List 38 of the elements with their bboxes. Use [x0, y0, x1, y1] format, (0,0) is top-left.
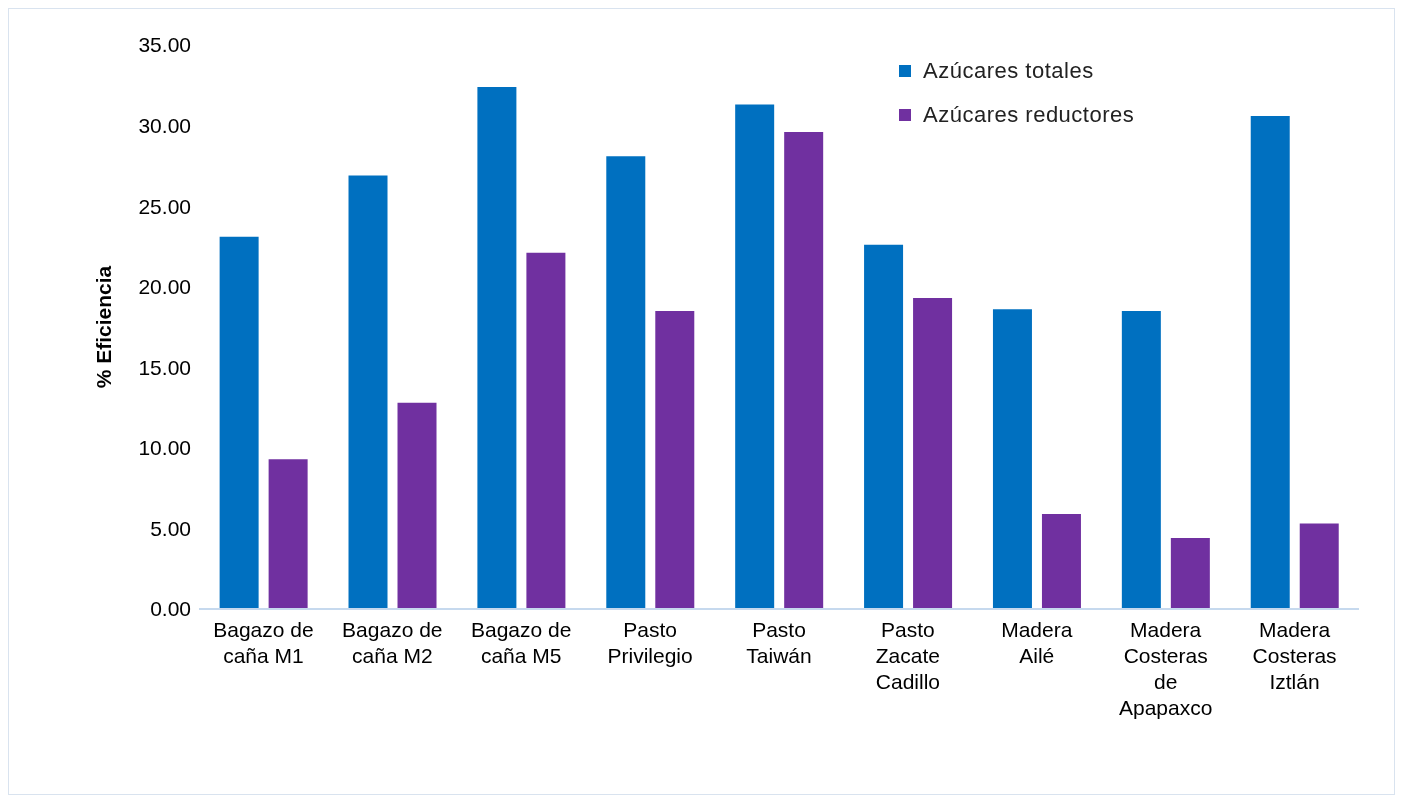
bar: [784, 132, 824, 609]
y-tick-label: 30.00: [138, 114, 191, 138]
x-tick-label: Madera Ailé: [1001, 618, 1073, 667]
bar: [1041, 513, 1081, 609]
bar: [1121, 310, 1161, 609]
bar: [268, 459, 308, 609]
bar: [526, 252, 566, 609]
x-tick-label: Madera Costeras de Apapaxco: [1118, 618, 1213, 719]
bar: [913, 297, 953, 609]
bar: [735, 104, 775, 609]
bar: [397, 402, 437, 609]
x-tick-label: Pasto Privilegio: [607, 618, 693, 667]
x-tick-label: Madera Costeras Iztlán: [1252, 618, 1337, 693]
y-tick-label: 0.00: [150, 597, 191, 621]
bar: [606, 156, 646, 609]
y-tick-label: 10.00: [138, 436, 191, 460]
legend-label: Azúcares totales: [923, 58, 1094, 84]
x-tick-label: Pasto Taiwán: [746, 618, 812, 667]
bar: [655, 310, 695, 609]
x-tick-label: Bagazo de caña M5: [471, 618, 572, 667]
y-tick-label: 20.00: [138, 275, 191, 299]
x-tick-label: Bagazo de caña M1: [213, 618, 314, 667]
bar: [477, 86, 517, 609]
y-tick-label: 15.00: [138, 355, 191, 379]
legend-label: Azúcares reductores: [923, 102, 1135, 128]
bar: [1250, 115, 1290, 609]
bar: [1299, 523, 1339, 609]
bar: [992, 309, 1032, 609]
bar: [864, 244, 904, 609]
y-tick-label: 35.00: [138, 33, 191, 57]
y-tick-label: 5.00: [150, 516, 191, 540]
y-tick-label: 25.00: [138, 194, 191, 218]
x-tick-label: Bagazo de caña M2: [342, 618, 443, 667]
bar: [219, 236, 259, 609]
bar: [348, 175, 388, 609]
bar: [1170, 538, 1210, 609]
x-tick-label: Pasto Zacate Cadillo: [875, 618, 940, 693]
y-axis-title: % Eficiencia: [92, 265, 116, 389]
